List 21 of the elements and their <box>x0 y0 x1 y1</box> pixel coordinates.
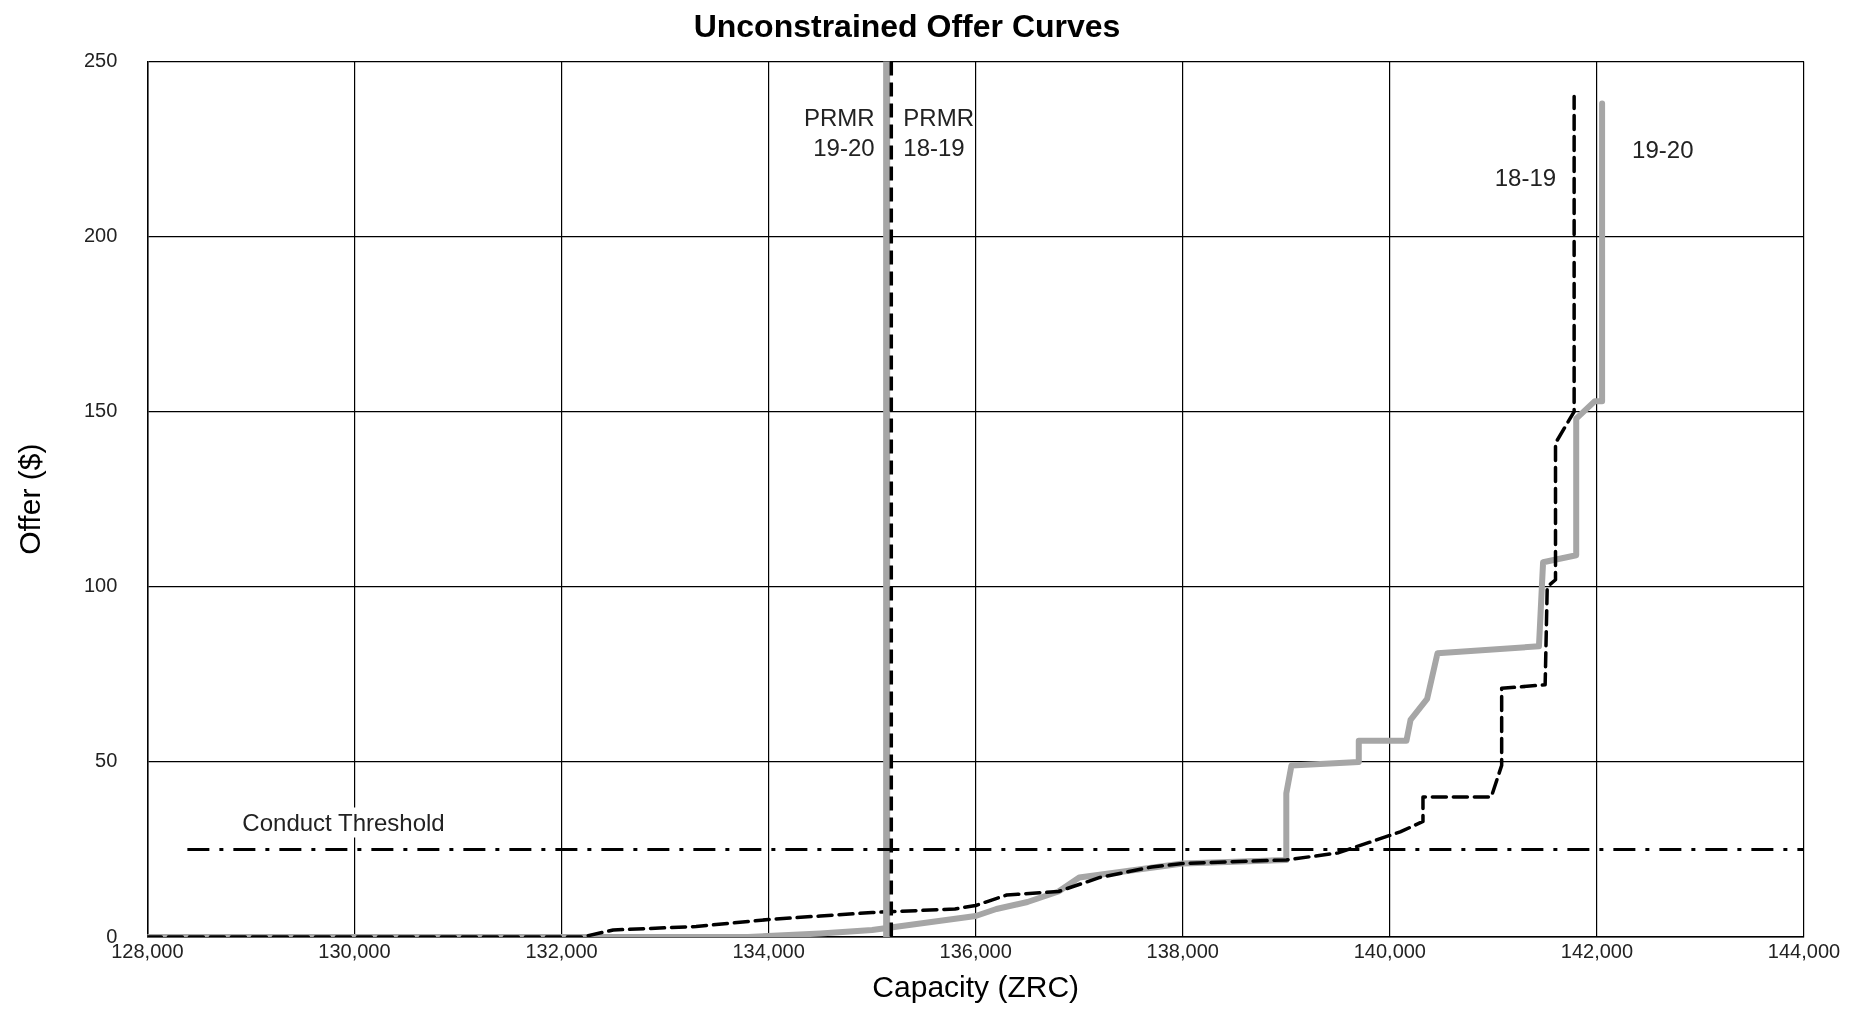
ref-line-label: PRMR 18-19 <box>903 104 974 162</box>
x-tick-label: 132,000 <box>525 939 598 962</box>
y-tick-label: 200 <box>83 224 118 247</box>
x-tick-label: 136,000 <box>939 939 1012 962</box>
x-tick-label: 142,000 <box>1560 939 1634 962</box>
y-axis-title: Offer ($) <box>13 443 47 555</box>
x-axis-title: Capacity (ZRC) <box>872 970 1080 1004</box>
y-tick-label: 250 <box>83 48 118 71</box>
x-tick-label: 138,000 <box>1146 939 1219 962</box>
y-tick-label: 50 <box>95 749 118 772</box>
series-label: 19-20 <box>1632 136 1694 164</box>
y-tick-label: 100 <box>83 574 118 597</box>
x-tick-label: 140,000 <box>1353 939 1426 962</box>
series-label: 18-19 <box>1494 164 1557 192</box>
chart-title: Unconstrained Offer Curves <box>693 8 1121 45</box>
ref-line-label: Conduct Threshold <box>242 809 445 837</box>
ref-line-label: PRMR 19-20 <box>803 104 875 162</box>
x-tick-label: 134,000 <box>732 939 805 962</box>
y-tick-label: 150 <box>83 399 118 422</box>
x-tick-label: 144,000 <box>1767 939 1841 962</box>
x-tick-label: 130,000 <box>318 939 391 962</box>
